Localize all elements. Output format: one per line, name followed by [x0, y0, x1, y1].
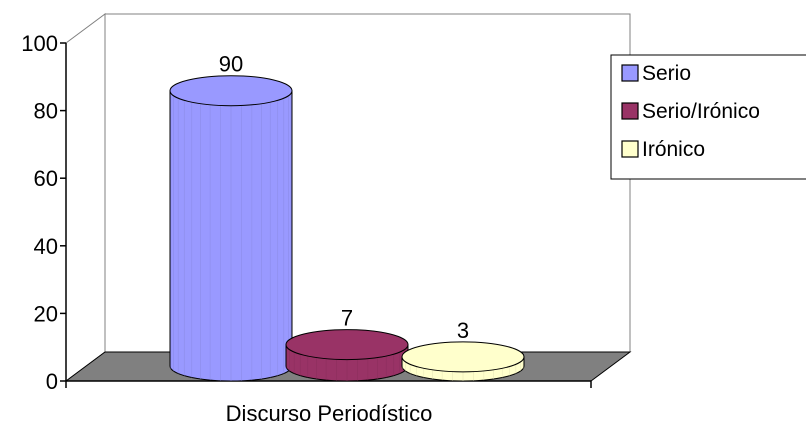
y-tick-label: 0 — [46, 369, 58, 394]
bar-top — [169, 75, 293, 107]
data-labels-group: 90 7 3 — [219, 52, 469, 343]
legend-item: Serio/Irónico — [621, 100, 760, 123]
legend-label: Serio/Irónico — [642, 100, 760, 123]
legend-swatch — [621, 140, 639, 158]
bar-serio-ir-nico — [285, 329, 409, 382]
y-tick-label: 100 — [21, 31, 58, 56]
legend-label: Serio — [642, 62, 691, 85]
legend-box — [610, 54, 806, 180]
side-wall — [65, 13, 106, 382]
bars-group — [169, 75, 525, 382]
bar-top — [401, 341, 525, 373]
legend: Serio Serio/Irónico Irónico — [610, 54, 806, 180]
bar-ir-nico — [401, 341, 525, 382]
legend-item: Serio — [621, 62, 691, 85]
legend-item: Irónico — [621, 138, 705, 161]
y-tick-label: 80 — [34, 99, 58, 124]
y-axis: 0 20 40 60 80 100 — [21, 31, 592, 394]
bar-top — [285, 329, 409, 361]
x-axis-category-label: Discurso Periodístico — [226, 401, 433, 424]
legend-label: Irónico — [642, 138, 705, 161]
data-label: 3 — [457, 318, 469, 343]
y-tick-label: 40 — [34, 234, 58, 259]
bar-serio — [169, 75, 293, 382]
y-tick-label: 20 — [34, 301, 58, 326]
data-label: 7 — [341, 306, 353, 331]
legend-swatch — [621, 102, 639, 120]
y-tick-label: 60 — [34, 166, 58, 191]
data-label: 90 — [219, 52, 243, 77]
legend-swatch — [621, 64, 639, 82]
